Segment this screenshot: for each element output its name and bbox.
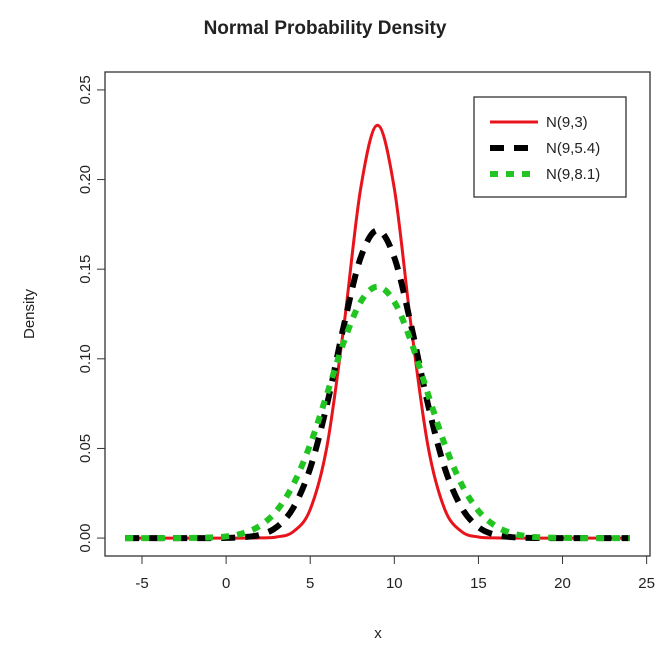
x-tick-label: 20	[554, 575, 571, 592]
x-tick-label: 15	[470, 575, 487, 592]
chart-title: Normal Probability Density	[204, 18, 447, 39]
legend-label: N(9,3)	[546, 114, 588, 131]
plot-frame	[104, 71, 651, 557]
legend-label: N(9,8.1)	[546, 166, 600, 183]
density-line	[125, 123, 630, 540]
legend-label: N(9,5.4)	[546, 140, 600, 157]
x-tick-label: 5	[306, 575, 314, 592]
y-tick-label: 0.10	[77, 344, 94, 373]
y-tick-label: 0.15	[77, 255, 94, 284]
y-axis-label: Density	[21, 288, 38, 339]
y-tick-label: 0.00	[77, 523, 94, 552]
x-axis-label: x	[374, 625, 382, 642]
x-tick-label: 0	[222, 575, 230, 592]
x-tick-label: 10	[386, 575, 403, 592]
x-tick-label: -5	[135, 575, 148, 592]
density-line	[125, 227, 630, 542]
x-tick-label: 25	[638, 575, 655, 592]
y-tick-label: 0.05	[77, 434, 94, 463]
y-tick-label: 0.25	[77, 75, 94, 104]
density-line	[125, 283, 630, 542]
y-tick-label: 0.20	[77, 165, 94, 194]
